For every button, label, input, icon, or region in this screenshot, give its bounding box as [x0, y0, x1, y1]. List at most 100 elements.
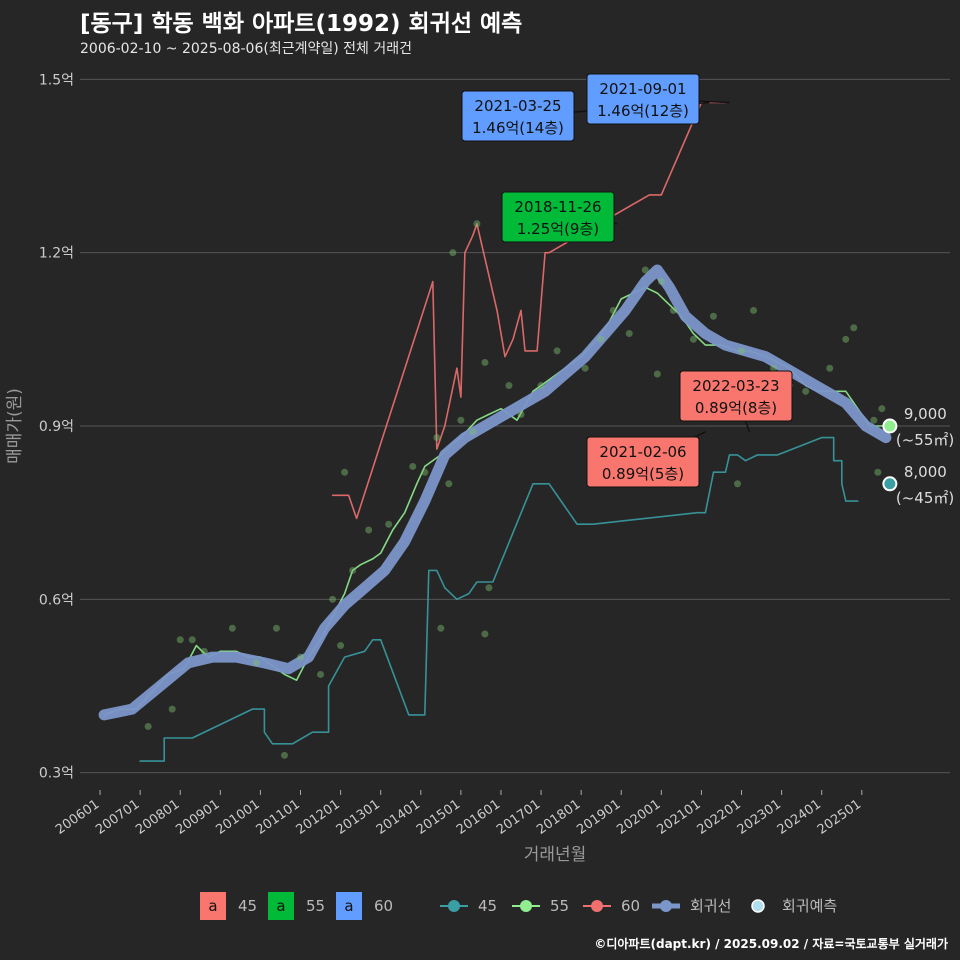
legend: a 45 a 55 a 60 45 55 60 회귀선 회귀예측 — [200, 892, 837, 920]
annotation-layer: 2021-03-25 1.46억(14층) 2021-09-01 1.46억(12층)… — [461, 73, 954, 507]
trade-point — [144, 722, 152, 730]
legend-label-name: 45 — [238, 897, 257, 915]
trade-point — [329, 595, 337, 603]
x-tick-label: 202001 — [614, 797, 663, 838]
trade-point — [734, 480, 742, 488]
annotation-date: 2021-09-01 — [599, 80, 686, 98]
legend-label-swatch — [268, 892, 294, 920]
x-tick-label: 201301 — [334, 797, 383, 838]
legend-label-name: 60 — [374, 897, 393, 915]
annotation-date: 2022-03-23 — [692, 377, 779, 395]
trade-point — [878, 405, 886, 413]
x-tick-label: 202201 — [695, 797, 744, 838]
trade-point — [802, 387, 810, 395]
legend-line-marker — [660, 900, 672, 912]
x-tick-label: 200601 — [53, 797, 102, 838]
annotation-value: 1.46억(12층) — [597, 102, 689, 120]
legend-line-name: 회귀선 — [690, 897, 731, 915]
trade-point — [653, 370, 661, 378]
grid-layer — [80, 78, 950, 774]
trade-point — [641, 266, 649, 274]
trade-point — [669, 306, 677, 314]
trade-point — [625, 330, 633, 338]
trade-point — [473, 220, 481, 228]
trade-point — [517, 410, 525, 418]
legend-line-name: 60 — [621, 897, 640, 915]
x-tick-label: 201901 — [574, 797, 623, 838]
trade-point — [341, 468, 349, 476]
trade-point — [337, 642, 345, 650]
legend-label-swatch — [336, 892, 362, 920]
trade-point — [252, 659, 260, 667]
x-tick-label: 202301 — [735, 797, 784, 838]
annotation-date: 2021-02-06 — [599, 443, 686, 461]
annotation-date: 2021-03-25 — [474, 97, 561, 115]
trade-point — [272, 624, 280, 632]
annotation-box — [501, 191, 615, 243]
trade-point — [537, 382, 545, 390]
trade-point — [770, 364, 778, 372]
trade-point — [738, 347, 746, 355]
legend-swatch-key: a — [208, 897, 217, 915]
y-tick-label: 1.5억 — [39, 72, 74, 88]
x-tick-label: 201801 — [534, 797, 583, 838]
x-tick-label: 201101 — [254, 797, 303, 838]
trade-point — [437, 624, 445, 632]
x-tick-label: 201601 — [454, 797, 503, 838]
trade-point — [349, 566, 357, 574]
trade-point — [597, 335, 605, 343]
annotation-box — [586, 436, 700, 488]
trade-point — [481, 630, 489, 638]
trade-point — [485, 584, 493, 592]
forecast-area: (~45㎡) — [896, 489, 954, 507]
trade-point — [870, 416, 878, 424]
y-tick-label: 0.9억 — [39, 419, 74, 435]
trade-point — [409, 462, 417, 470]
forecast-point — [882, 418, 898, 434]
trade-point — [505, 382, 513, 390]
series-line-regression — [98, 264, 892, 721]
trade-point — [481, 358, 489, 366]
annotation-date: 2018-11-26 — [514, 198, 601, 216]
y-tick-label: 0.3억 — [39, 766, 74, 782]
trade-point — [689, 335, 697, 343]
x-axis-title: 거래년월 — [524, 845, 587, 865]
trade-point — [385, 520, 393, 528]
x-tick-label: 202501 — [815, 797, 864, 838]
legend-label-name: 55 — [306, 897, 325, 915]
x-tick-label: 200901 — [173, 797, 222, 838]
legend-line-name: 45 — [478, 897, 497, 915]
forecast-value: 9,000 — [904, 405, 947, 423]
trade-point — [609, 306, 617, 314]
y-axis-title: 매매가(원) — [5, 388, 25, 464]
series-line-45 — [139, 436, 859, 762]
legend-swatch-key: a — [344, 897, 353, 915]
x-tick-label: 201001 — [213, 797, 262, 838]
trade-point — [168, 705, 176, 713]
series-layer — [98, 101, 892, 762]
x-tick-label: 201501 — [414, 797, 463, 838]
trade-point — [657, 278, 665, 286]
annotation-value: 0.89억(5층) — [602, 465, 684, 483]
annotation-box — [679, 370, 793, 422]
trade-point — [874, 468, 882, 476]
trade-point — [421, 468, 429, 476]
trade-point — [176, 636, 184, 644]
series-line-55 — [103, 286, 887, 716]
trade-point — [280, 751, 288, 759]
annotation-value: 1.46억(14층) — [472, 119, 564, 137]
legend-line-marker — [591, 900, 603, 912]
legend-line-marker — [520, 900, 532, 912]
trade-point — [297, 653, 305, 661]
legend-line-name: 회귀예측 — [782, 897, 837, 915]
trade-point — [365, 526, 373, 534]
trade-point — [457, 416, 465, 424]
x-tick-label: 200701 — [93, 797, 142, 838]
trade-point — [200, 647, 208, 655]
trade-point — [850, 324, 858, 332]
forecast-area: (~55㎡) — [896, 431, 954, 449]
chart-subtitle: 2006-02-10 ~ 2025-08-06(최근계약일) 전체 거래건 — [80, 41, 412, 57]
legend-line-name: 55 — [550, 897, 569, 915]
y-tick-label: 0.6억 — [39, 592, 74, 608]
